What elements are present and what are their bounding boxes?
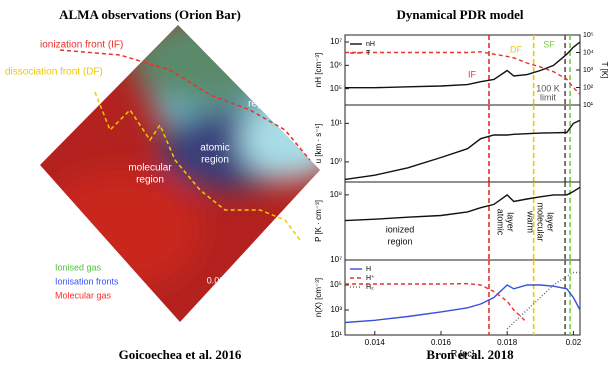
y-tick-label: 10³ (330, 305, 342, 314)
legend-entry: nH (366, 41, 375, 48)
y-axis-label: P [K · cm⁻³] (314, 200, 323, 242)
data-line (345, 120, 580, 179)
region-label: ionized (246, 87, 278, 98)
annotation: region (387, 236, 412, 246)
figure: ALMA observations (Orion Bar) b 0.002 pc… (0, 0, 608, 367)
panel-frame (345, 105, 580, 182)
y-axis-label: u [km · s⁻¹] (314, 124, 323, 164)
y-axis-label: n(X) [cm⁻³] (314, 278, 323, 317)
y2-tick-label: 10³ (583, 67, 594, 74)
legend-entry: Ionisation fronts (55, 276, 119, 286)
region-label: region (136, 175, 164, 186)
annotation: ionized (386, 224, 415, 234)
region-label: atomic (200, 143, 229, 154)
region-label: molecular (128, 163, 172, 174)
y2-tick-label: 10¹ (583, 102, 594, 109)
y2-tick-label: 10² (583, 84, 594, 91)
scale-label: 414 AU (209, 291, 239, 301)
y-tick-label: 10⁸ (330, 190, 342, 199)
y2-tick-label: 10⁵ (583, 32, 594, 39)
legend-entry: Ionised gas (55, 262, 102, 272)
legend-entry: H⁺ (366, 275, 375, 282)
annotation: layer (546, 212, 556, 232)
region-label: region (201, 155, 229, 166)
x-tick-label: 0.02 (566, 338, 582, 347)
y-tick-label: 10⁶ (330, 60, 342, 69)
x-tick-label: 0.014 (365, 338, 386, 347)
region-label: ionization front (IF) (40, 40, 123, 51)
y2-axis-label: T [K] (600, 62, 608, 79)
annotation: warm (526, 210, 536, 233)
panel-frame (345, 260, 580, 335)
legend-entry: Molecular gas (55, 290, 112, 300)
x-tick-label: 0.016 (431, 338, 452, 347)
y-tick-label: 10⁵ (330, 280, 342, 289)
y-tick-label: 10⁰ (330, 157, 342, 166)
scale-dot (220, 287, 224, 291)
x-axis-label: R [pc] (451, 348, 475, 358)
annotation: atomic (496, 209, 506, 236)
annotation: DF (510, 44, 522, 54)
legend-entry: H (366, 266, 371, 273)
legend-entry: T (366, 50, 371, 57)
y-tick-label: 10⁷ (330, 255, 342, 264)
left-caption: Goicoechea et al. 2016 (119, 347, 242, 362)
y-tick-label: 10¹ (330, 330, 342, 339)
right-title: Dynamical PDR model (396, 7, 523, 22)
annotation: SF (543, 39, 555, 49)
legend-entry: H₂ (366, 284, 374, 291)
data-line (507, 273, 580, 330)
annotation: limit (540, 92, 556, 102)
region-label: region (248, 99, 276, 110)
y-axis-label: nH [cm⁻³] (314, 53, 323, 87)
region-label: dissociation front (DF) (5, 67, 103, 78)
annotation: molecular (536, 202, 546, 241)
data-line (345, 285, 580, 323)
y-tick-label: 10⁵ (330, 84, 342, 93)
annotation: layer (506, 212, 516, 232)
y-tick-label: 10⁷ (330, 37, 342, 46)
y2-tick-label: 10⁴ (583, 49, 594, 56)
x-tick-label: 0.018 (497, 338, 518, 347)
annotation: IF (468, 69, 477, 79)
left-title: ALMA observations (Orion Bar) (59, 7, 241, 22)
y-tick-label: 10¹ (330, 118, 342, 127)
panel-letter: b (309, 42, 315, 52)
scale-label: 0.002 pc (207, 275, 242, 285)
